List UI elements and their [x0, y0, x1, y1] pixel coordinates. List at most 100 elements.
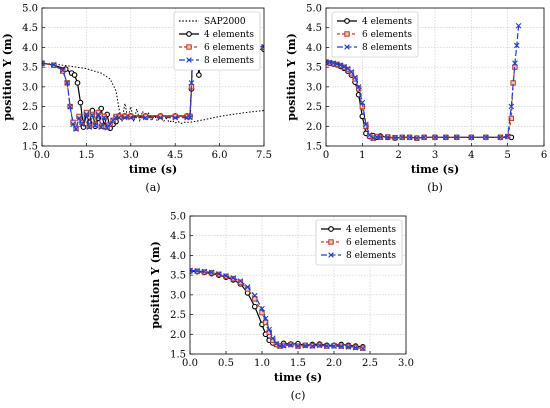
data-point [288, 342, 294, 348]
data-point [337, 62, 344, 68]
data-point [64, 80, 70, 86]
data-point [76, 115, 82, 122]
data-point [345, 66, 351, 73]
legend-entry-label: 4 elements [204, 30, 254, 40]
data-point [172, 114, 178, 121]
data-point [316, 342, 323, 349]
data-point [348, 69, 355, 75]
y-tick-label: 3.0 [170, 290, 186, 301]
data-point [83, 111, 90, 118]
legend-marker-sample [344, 31, 350, 37]
legend: 4 elements 6 elements 8 elements [315, 219, 403, 266]
chart-panel-a: 0.0 1.5 3.0 4.5 6.0 7.51.52.02.53.03.54.04.55… [1, 4, 272, 195]
series-6-elements [190, 268, 366, 351]
x-tick-label: 7.5 [256, 150, 272, 161]
data-point [71, 72, 78, 78]
legend-marker-sample [186, 44, 192, 50]
y-tick-label: 4.0 [22, 43, 38, 54]
data-point [122, 114, 128, 121]
data-point [302, 342, 308, 349]
legend-marker-sample [328, 226, 334, 232]
data-point [338, 343, 344, 350]
x-tick-label: 1.0 [254, 358, 270, 369]
data-point [79, 121, 85, 128]
x-tick-label: 0.5 [218, 358, 234, 369]
data-point [122, 113, 128, 120]
y-tick-label: 2.5 [170, 310, 186, 321]
y-tick-label: 4.0 [306, 43, 322, 54]
data-point [504, 133, 511, 140]
y-tick-label: 4.0 [170, 251, 186, 262]
legend-box [331, 11, 419, 58]
series-line [190, 270, 363, 349]
data-point [259, 309, 265, 316]
data-point [89, 112, 96, 119]
data-point [392, 134, 398, 141]
data-point [266, 326, 272, 333]
data-point [497, 134, 504, 141]
data-point [116, 114, 122, 121]
panel-caption: (c) [291, 389, 306, 402]
y-tick-label: 2.5 [22, 102, 38, 113]
data-point [345, 344, 352, 350]
data-point [309, 343, 316, 349]
data-point [128, 113, 134, 120]
legend: 4 elements 6 elements 8 elements [331, 11, 419, 58]
series-8-elements [326, 22, 522, 141]
series-sap2000 [42, 62, 264, 125]
y-axis-label: position Y (m) [285, 33, 298, 121]
legend: SAP2000 4 elements 6 elements 8 elements [173, 11, 261, 71]
y-tick-label: 4.5 [306, 23, 322, 34]
data-point [341, 63, 347, 70]
data-point [92, 122, 99, 129]
data-point [360, 345, 366, 352]
data-point [128, 114, 134, 121]
legend-marker-sample [344, 44, 350, 50]
data-point [98, 105, 105, 112]
legend-entry-label: 8 elements [346, 251, 396, 261]
data-point [377, 134, 384, 141]
x-tick-label: 3.0 [123, 150, 139, 161]
data-point [515, 22, 522, 29]
legend-entry-label: 6 elements [346, 238, 396, 248]
legend-marker-sample [186, 57, 192, 63]
series-4-elements [190, 268, 366, 350]
x-axis-label: time (s) [411, 163, 459, 176]
y-tick-label: 2.0 [22, 122, 38, 133]
data-point [194, 268, 200, 274]
data-point [443, 134, 449, 141]
x-tick-label: 0.0 [182, 358, 198, 369]
series-line [326, 61, 516, 139]
x-tick-label: 1.5 [78, 150, 94, 161]
data-point [355, 84, 362, 90]
data-point [270, 335, 276, 342]
data-point [142, 113, 149, 120]
data-point [331, 343, 337, 349]
y-tick-label: 2.0 [170, 330, 186, 341]
y-tick-label: 4.5 [22, 23, 38, 34]
data-point [261, 43, 264, 50]
legend-box [173, 11, 261, 71]
data-point [101, 114, 107, 121]
data-point [237, 278, 244, 284]
data-point [107, 121, 113, 128]
data-point [188, 80, 195, 86]
data-point [196, 72, 202, 78]
y-tick-label: 3.0 [22, 82, 38, 93]
y-tick-label: 1.5 [22, 142, 38, 153]
y-tick-label: 5.0 [306, 4, 322, 15]
x-tick-label: 2.5 [362, 358, 378, 369]
data-point [259, 305, 265, 312]
data-point [513, 42, 520, 49]
legend-box [315, 219, 403, 266]
y-tick-label: 5.0 [22, 4, 38, 15]
x-tick-label: 6.0 [212, 150, 228, 161]
y-tick-label: 3.5 [22, 63, 38, 74]
series-line [190, 269, 363, 350]
chart-panel-b: 0 1 2 3 4 5 6 1.5 2.0 2.5 3.0 3.5 4.0 4.5 5.0 time (s) p… [285, 4, 547, 195]
plot-area [190, 267, 366, 352]
data-point [216, 271, 222, 277]
y-tick-label: 2.0 [306, 122, 322, 133]
data-point [142, 114, 149, 121]
